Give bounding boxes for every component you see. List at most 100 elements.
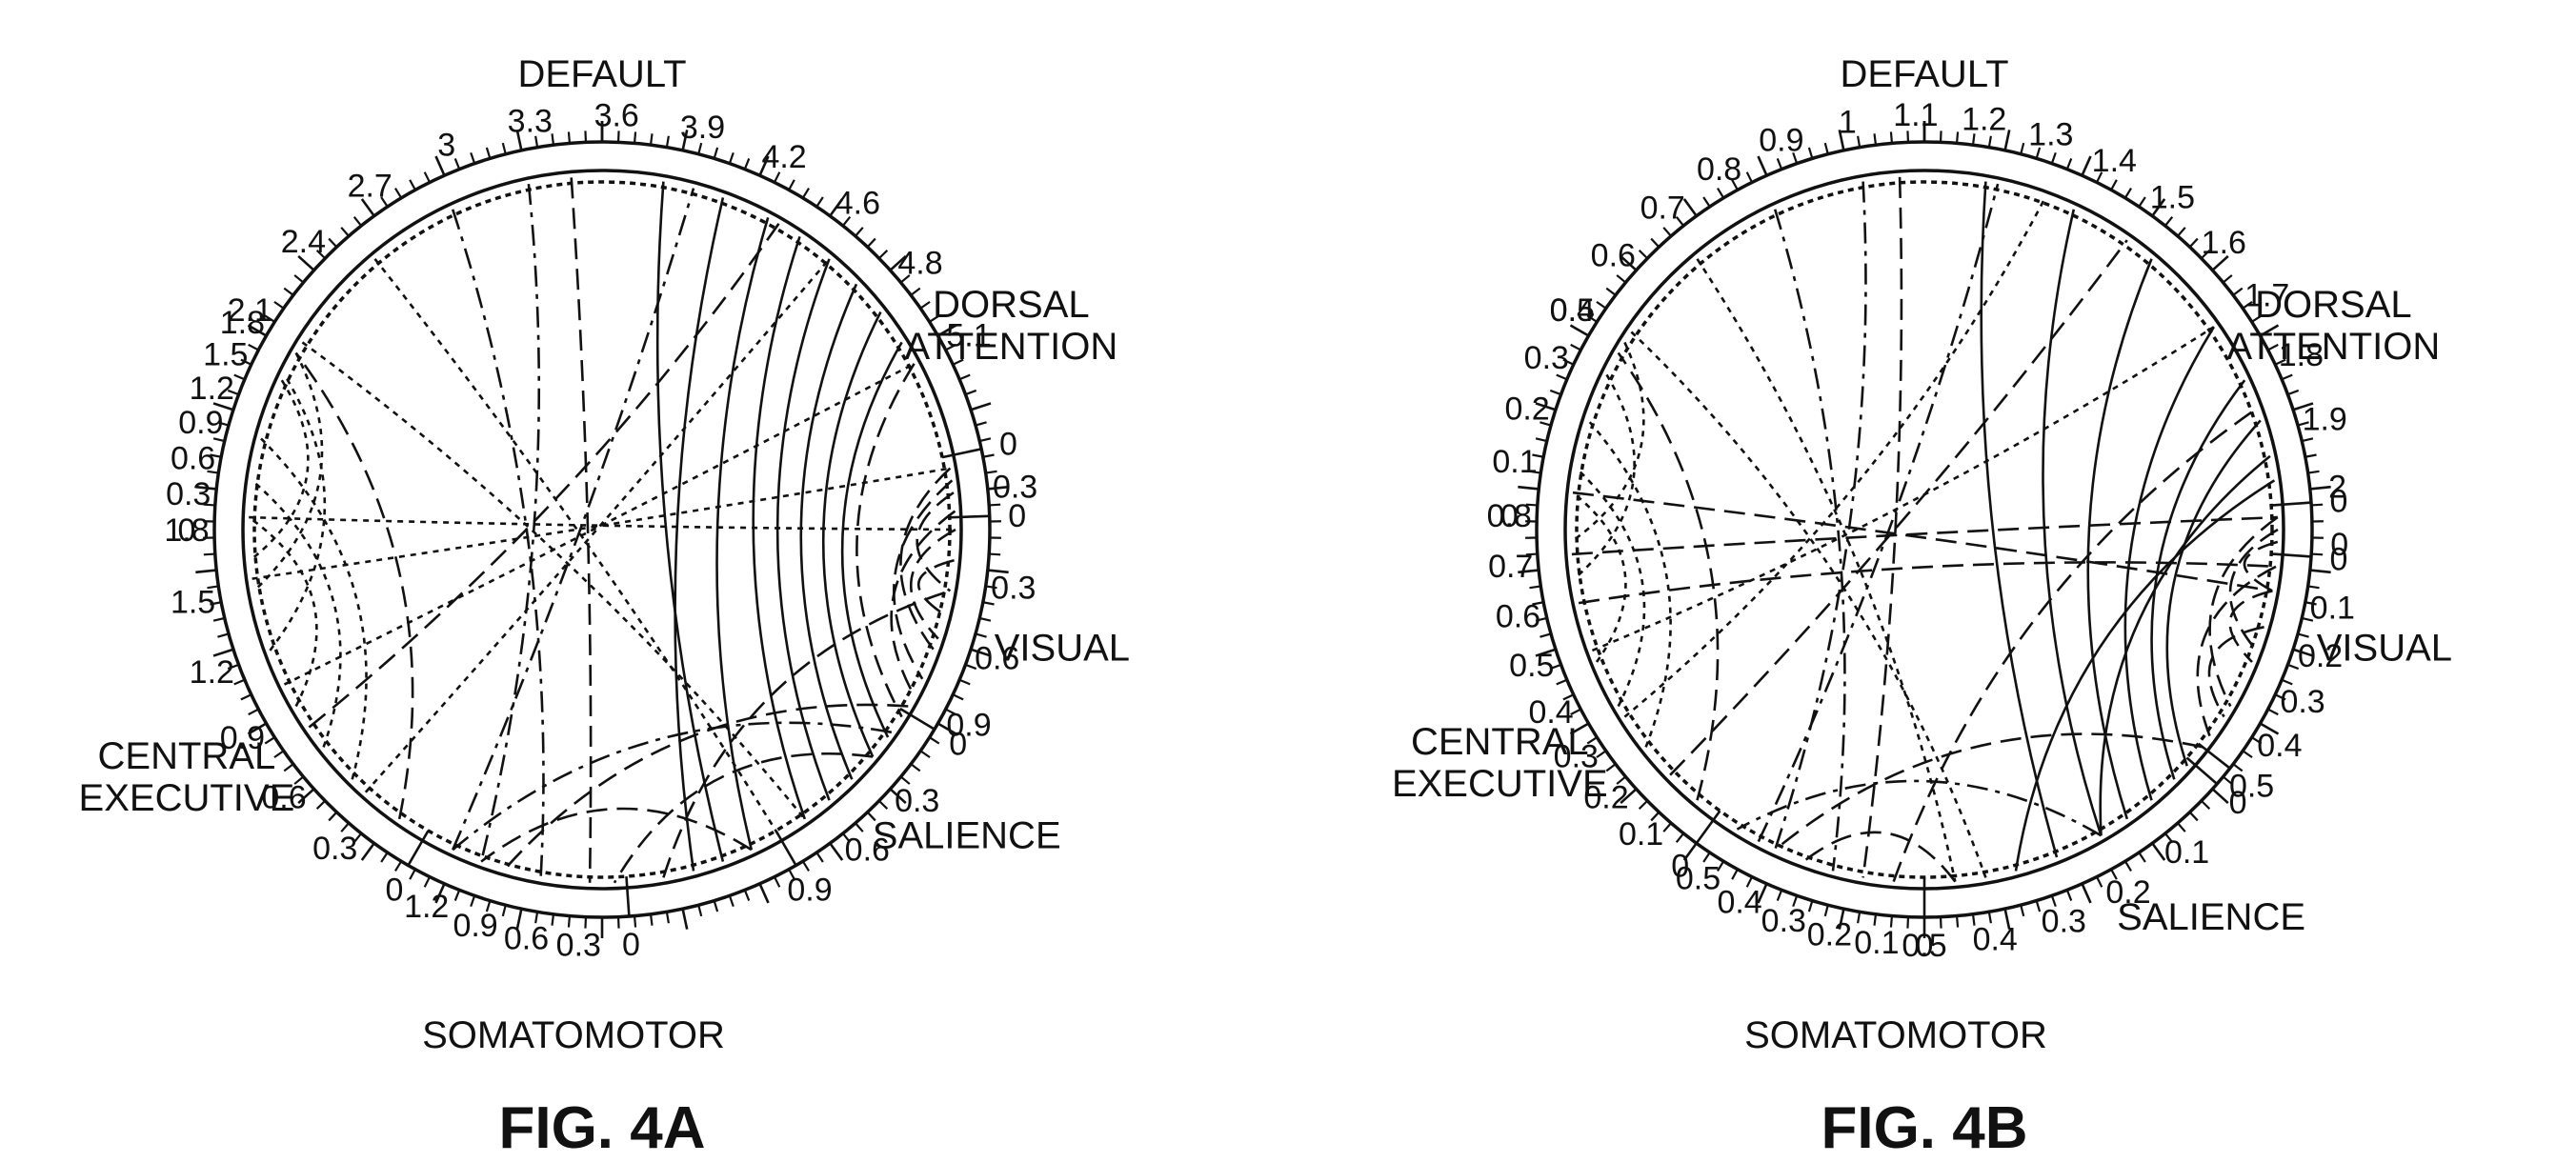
- fig-4b-chord-diagram: 0.50.60.70.80.91 1.1 1.2 1.31.41.51.61.71.8…: [1392, 53, 2452, 1056]
- ring-tick-mark: [534, 135, 539, 148]
- default-tick-label: 4.2: [761, 139, 806, 175]
- default-tick-label: 1.8: [2279, 337, 2324, 373]
- connection-chord: [1774, 732, 2204, 852]
- ring-tick-mark: [889, 254, 907, 271]
- ring-tick-mark: [2222, 775, 2233, 785]
- connection-chord: [2150, 379, 2246, 780]
- ring-tick-mark: [248, 343, 259, 351]
- central-tick-label: 0: [1671, 849, 1689, 885]
- ring-tick-mark: [1807, 900, 1814, 912]
- somatomotor-tick-label: 0.5: [1676, 861, 1721, 897]
- connection-chord: [1575, 467, 1646, 708]
- segment-boundary: [2197, 742, 2231, 770]
- connection-chord: [916, 559, 955, 616]
- ring-tick-mark: [681, 130, 689, 151]
- ring-tick-mark: [2251, 736, 2263, 745]
- salience-tick-label: 0: [2229, 785, 2247, 821]
- salience-tick-label: 0.4: [1973, 922, 2018, 958]
- ring-tick-mark: [1620, 788, 1638, 805]
- ring-tick-mark: [1745, 171, 1754, 183]
- connection-chord: [2228, 590, 2273, 663]
- connection-chord: [2243, 540, 2279, 592]
- ring-tick-mark: [1562, 358, 1575, 366]
- ring-tick-mark: [1702, 852, 1711, 863]
- ring-tick-mark: [212, 648, 234, 657]
- somatomotor-tick-label: 0.9: [453, 908, 497, 944]
- ring-tick-mark: [866, 237, 876, 249]
- somatomotor-tick-label: 0: [622, 927, 640, 963]
- visual-network-label: VISUAL: [2317, 628, 2452, 670]
- ring-tick-mark: [1556, 373, 1568, 381]
- ring-tick-mark: [1792, 151, 1799, 165]
- segment-boundary: [1695, 810, 1721, 845]
- somatomotor-tick-label: 0.3: [556, 927, 601, 963]
- ring-tick-mark: [248, 708, 259, 716]
- ring-tick-mark: [195, 569, 217, 574]
- connection-chord: [308, 222, 780, 729]
- connection-chord: [655, 181, 725, 862]
- default-cont-tick-label: 0.4: [1550, 292, 1595, 329]
- somatomotor-tick-label: 0.3: [1761, 903, 1806, 939]
- ring-tick-mark: [212, 437, 226, 443]
- ring-tick-mark: [352, 832, 363, 844]
- default-tick-label: 2: [2328, 469, 2346, 505]
- ring-tick-mark: [485, 900, 492, 912]
- ring-tick-mark: [1757, 155, 1768, 176]
- connection-chord: [613, 752, 874, 884]
- salience-tick-label: 0: [949, 727, 967, 763]
- default-tick-label: 3: [437, 128, 455, 164]
- visual-tick-label: 0.1: [2310, 591, 2355, 627]
- ring-tick-mark: [2123, 188, 2132, 199]
- ring-tick-mark: [2267, 343, 2279, 351]
- ring-tick-mark: [899, 775, 911, 785]
- default-network-label: DEFAULT: [517, 53, 686, 95]
- default-cont-tick-label: 0: [178, 512, 196, 549]
- connection-chord: [1773, 181, 1867, 851]
- ring-tick-mark: [665, 912, 670, 924]
- ring-tick-mark: [2211, 254, 2229, 271]
- central-tick-label: 0: [386, 872, 404, 909]
- ring-tick-mark: [264, 314, 275, 323]
- central-tick-label: 0.2: [1583, 779, 1628, 815]
- central-tick-label: 1.5: [171, 585, 215, 621]
- ring-tick-mark: [195, 485, 217, 491]
- ring-tick-mark: [315, 799, 326, 810]
- ring-tick-mark: [899, 274, 911, 284]
- ring-tick-mark: [360, 198, 375, 217]
- ring-tick-mark: [910, 763, 921, 772]
- ring-tick-mark: [394, 860, 403, 872]
- ring-tick-mark: [2307, 470, 2320, 474]
- ring-tick-mark: [210, 601, 222, 606]
- ring-tick-mark: [340, 822, 350, 832]
- ring-tick-mark: [945, 343, 956, 351]
- ring-tick-mark: [2201, 799, 2211, 810]
- default-cont-tick-label: 1.5: [203, 337, 248, 373]
- ring-tick-mark: [423, 876, 432, 888]
- somatomotor-network-label: SOMATOMOTOR: [1744, 1014, 2047, 1056]
- ring-tick-mark: [2301, 437, 2314, 443]
- ring-tick-mark: [2232, 287, 2244, 296]
- ring-tick-mark: [801, 188, 810, 199]
- ring-tick-mark: [2177, 822, 2186, 832]
- ring-tick-mark: [788, 179, 795, 190]
- connection-chord: [2196, 565, 2277, 738]
- connection-chord: [1669, 239, 2128, 776]
- ring-tick-mark: [2304, 453, 2317, 458]
- ring-tick-mark: [2151, 198, 2166, 217]
- ring-tick-mark: [1518, 569, 1540, 574]
- salience-tick-label: 0.6: [845, 832, 890, 869]
- ring-tick-mark: [958, 678, 971, 686]
- default-cont-tick-label: 0.3: [166, 476, 211, 512]
- ring-tick-mark: [616, 130, 620, 143]
- connection-chord: [1578, 561, 2277, 605]
- connection-chord: [1757, 183, 2000, 843]
- ring-tick-mark: [470, 894, 476, 908]
- salience-tick-label: 0.1: [2164, 834, 2209, 871]
- ring-tick-mark: [2232, 763, 2244, 772]
- visual-tick-label: 0.4: [2257, 728, 2302, 764]
- ring-tick-mark: [2281, 373, 2293, 381]
- dorsal-network-label: ATTENTION: [2227, 326, 2441, 368]
- ring-tick-mark: [273, 750, 285, 759]
- ring-tick-mark: [1682, 842, 1698, 861]
- ring-tick-mark: [217, 632, 230, 638]
